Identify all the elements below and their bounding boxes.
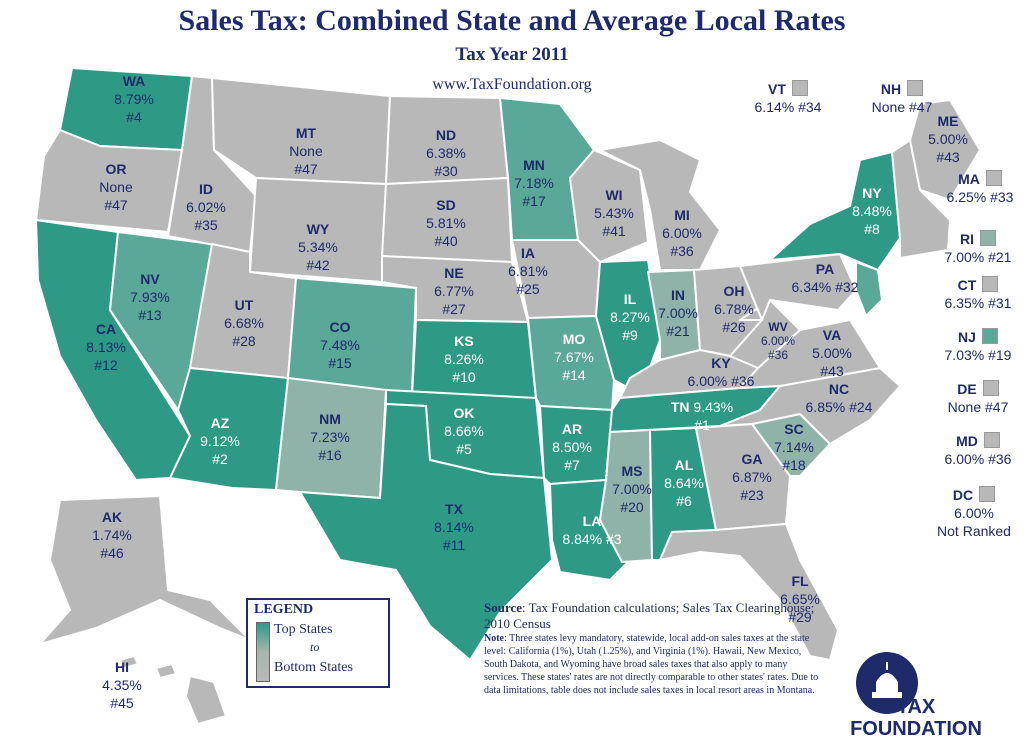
state-shape-nj[interactable] xyxy=(855,261,883,317)
state-shape-hi[interactable] xyxy=(119,655,227,725)
legend-top-label: Top States xyxy=(274,622,333,637)
capitol-dome-icon xyxy=(872,662,902,698)
label-wv: WV 6.00% #36 xyxy=(760,320,796,362)
side-ma: MA 6.25% #33 xyxy=(946,170,1014,205)
legend-bottom-label: Bottom States xyxy=(274,660,353,675)
label-sd: SD 5.81% #40 xyxy=(426,197,466,249)
label-sc: SC 7.14% #18 xyxy=(774,421,814,473)
label-al: AL 8.64% #6 xyxy=(664,457,704,509)
label-il: IL 8.27% #9 xyxy=(610,291,650,343)
label-wi: WI 5.43% #41 xyxy=(594,187,634,239)
label-me: ME 5.00% #43 xyxy=(928,113,968,165)
label-ak: AK 1.74% #46 xyxy=(92,509,132,561)
logo-line2: FOUNDATION xyxy=(850,718,982,740)
source-note: Source: Tax Foundation calculations; Sal… xyxy=(484,600,824,697)
note-text: : Three states levy mandatory, statewide… xyxy=(484,633,819,696)
tax-foundation-logo: TAX FOUNDATION xyxy=(836,696,996,740)
label-nd: ND 6.38% #30 xyxy=(426,127,466,179)
label-tx: TX 8.14% #11 xyxy=(434,501,474,553)
label-ks: KS 8.26% #10 xyxy=(444,333,484,385)
label-nv: NV 7.93% #13 xyxy=(130,271,170,323)
label-ne: NE 6.77% #27 xyxy=(434,265,474,317)
label-ky: KY 6.00% #36 xyxy=(687,355,755,389)
legend-to-label: to xyxy=(310,640,320,654)
side-nj: NJ 7.03% #19 xyxy=(944,328,1012,363)
label-mi: MI 6.00% #36 xyxy=(662,207,702,259)
side-ct: CT 6.35% #31 xyxy=(944,276,1012,311)
label-hi: HI 4.35% #45 xyxy=(102,659,142,711)
legend-gradient xyxy=(256,622,270,682)
label-wy: WY 5.34% #42 xyxy=(298,221,338,273)
state-shape-fl[interactable] xyxy=(659,523,839,661)
label-id: ID 6.02% #35 xyxy=(186,181,226,233)
legend-box: LEGEND Top States to Bottom States xyxy=(246,598,390,688)
side-vt: VT 6.14% #34 xyxy=(754,80,822,115)
label-in: IN 7.00% #21 xyxy=(658,287,698,339)
label-mo: MO 7.67% #14 xyxy=(554,331,594,383)
label-ca: CA 8.13% #12 xyxy=(86,321,126,373)
label-ms: MS 7.00% #20 xyxy=(612,463,652,515)
source-label: Source xyxy=(484,600,523,615)
label-ny: NY 8.48% #8 xyxy=(852,185,892,237)
website-link[interactable]: www.TaxFoundation.org xyxy=(432,76,592,93)
side-ri: RI 7.00% #21 xyxy=(944,230,1012,265)
state-shape-tx[interactable] xyxy=(299,403,553,661)
state-shape-mi[interactable] xyxy=(599,139,721,271)
side-md: MD 6.00% #36 xyxy=(944,432,1012,467)
label-ok: OK 8.66% #5 xyxy=(444,405,484,457)
side-dc: DC 6.00% Not Ranked xyxy=(937,486,1011,539)
label-va: VA 5.00% #43 xyxy=(812,327,852,379)
side-de: DE None #47 xyxy=(947,380,1009,415)
label-ar: AR 8.50% #7 xyxy=(552,421,592,473)
state-shape-wi[interactable] xyxy=(569,149,649,263)
label-mn: MN 7.18% #17 xyxy=(514,157,554,209)
label-ut: UT 6.68% #28 xyxy=(224,297,264,349)
label-wa: WA 8.79% #4 xyxy=(114,73,154,125)
label-fl: FL 6.65% #29 xyxy=(780,573,820,625)
state-shape-me[interactable] xyxy=(909,99,981,201)
state-shape-ak[interactable] xyxy=(39,495,251,645)
label-tn: TN 9.43% #1 xyxy=(670,399,734,433)
label-nc: NC 6.85% #24 xyxy=(805,381,873,415)
label-nm: NM 7.23% #16 xyxy=(310,411,350,463)
label-co: CO 7.48% #15 xyxy=(320,319,360,371)
tax-foundation-seal xyxy=(856,652,918,714)
note-label: Note xyxy=(484,633,504,644)
label-az: AZ 9.12% #2 xyxy=(200,415,240,467)
legend-title: LEGEND xyxy=(254,602,314,617)
label-oh: OH 6.78% #26 xyxy=(714,283,754,335)
map-subtitle: Tax Year 2011 xyxy=(455,44,569,65)
map-title: Sales Tax: Combined State and Average Lo… xyxy=(178,4,846,37)
logo-line1: TAX xyxy=(896,696,936,718)
label-la: LA 8.84% #3 xyxy=(562,513,622,547)
label-ia: IA 6.81% #25 xyxy=(508,245,548,297)
side-nh: NH None #47 xyxy=(871,80,933,115)
label-or: OR None #47 xyxy=(99,161,133,213)
label-pa: PA 6.34% #32 xyxy=(791,261,859,295)
source-text: : Tax Foundation calculations; Sales Tax… xyxy=(484,600,815,631)
label-mt: MT None #47 xyxy=(289,125,323,177)
label-ga: GA 6.87% #23 xyxy=(732,451,772,503)
